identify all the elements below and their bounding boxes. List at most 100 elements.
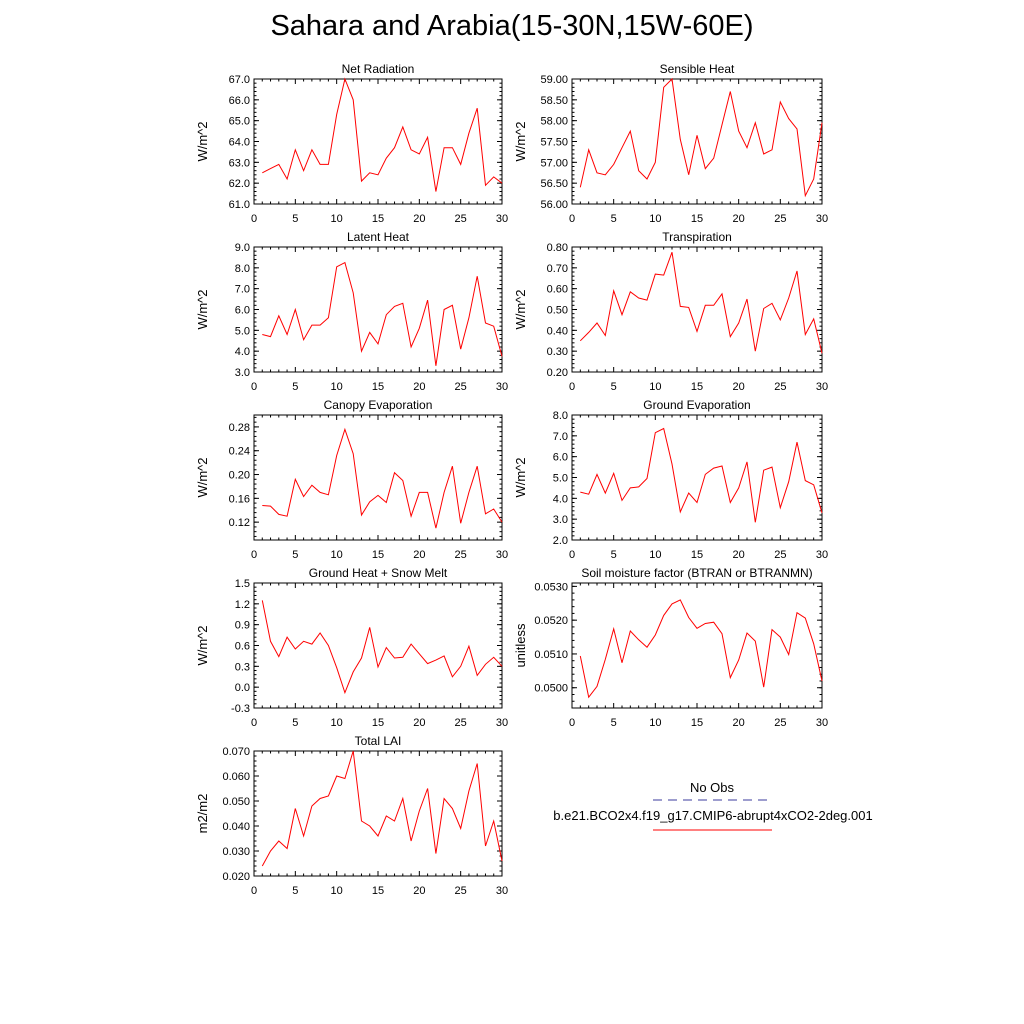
x-tick-label: 5 [611,717,617,729]
panel-net-radiation: Net Radiation W/m^2 0 5 10 15 20 25 30 61.0 62.0 63… [195,62,508,225]
plot-frame [253,582,503,709]
y-tick-label: -0.3 [231,703,250,715]
panel-title: Ground Heat + Snow Melt [309,566,448,580]
x-tick-label: 10 [649,717,661,729]
y-tick-label: 0.0 [235,682,250,694]
y-tick-label: 61.0 [229,199,250,211]
x-tick-label: 5 [292,885,298,897]
x-tick-label: 30 [496,885,508,897]
x-tick-label: 30 [496,717,508,729]
x-tick-label: 15 [372,717,384,729]
y-tick-label: 6.0 [553,452,568,464]
x-tick-label: 15 [691,213,703,225]
x-tick-label: 15 [372,549,384,561]
y-tick-label: 65.0 [229,116,250,128]
x-tick-label: 0 [251,549,257,561]
x-tick-label: 25 [455,885,467,897]
y-axis-label: W/m^2 [513,289,528,329]
x-tick-label: 5 [292,381,298,393]
x-tick-label: 25 [774,717,786,729]
y-tick-label: 0.16 [229,493,250,505]
panel-title: Ground Evaporation [643,398,750,412]
y-tick-label: 58.50 [540,95,568,107]
x-tick-label: 5 [611,549,617,561]
x-tick-label: 25 [455,549,467,561]
x-tick-label: 5 [292,213,298,225]
y-tick-label: 57.50 [540,137,568,149]
x-tick-label: 15 [372,885,384,897]
y-tick-label: 0.020 [222,871,250,883]
x-tick-label: 15 [691,549,703,561]
x-tick-label: 5 [292,549,298,561]
panels-group: Net Radiation W/m^2 0 5 10 15 20 25 30 61.0 62.0 63… [195,62,828,897]
y-axis-label: m2/m2 [195,794,210,834]
y-tick-label: 0.060 [222,771,250,783]
x-tick-label: 20 [413,717,425,729]
y-tick-label: 7.0 [235,284,250,296]
panel-title: Transpiration [662,230,732,244]
x-tick-label: 10 [649,549,661,561]
x-tick-label: 15 [691,717,703,729]
x-tick-label: 30 [816,717,828,729]
panel-ground-heat-snow-melt: Ground Heat + Snow Melt W/m^2 0 5 10 15 20 25 30… [195,566,508,729]
x-tick-label: 15 [691,381,703,393]
y-tick-label: 66.0 [229,95,250,107]
x-tick-label: 10 [331,885,343,897]
x-tick-label: 20 [413,213,425,225]
x-tick-label: 20 [733,381,745,393]
y-tick-label: 0.40 [547,325,568,337]
y-tick-label: 58.00 [540,116,568,128]
panel-title: Canopy Evaporation [324,398,433,412]
panel-title: Soil moisture factor (BTRAN or BTRANMN) [581,566,812,580]
y-tick-label: 62.0 [229,178,250,190]
panel-canopy-evaporation: Canopy Evaporation W/m^2 0 5 10 15 20 25 30 0.12 0… [195,398,508,561]
y-tick-label: 2.0 [553,535,568,547]
plot-frame [571,78,823,205]
y-tick-label: 59.00 [540,74,568,86]
x-tick-label: 20 [733,717,745,729]
series-line-ground-evaporation [580,427,823,523]
y-tick-label: 0.040 [222,821,250,833]
y-tick-label: 5.0 [553,473,568,485]
x-tick-label: 15 [372,381,384,393]
x-tick-label: 0 [251,717,257,729]
x-tick-label: 30 [816,381,828,393]
y-tick-label: 4.0 [235,346,250,358]
series-line-ground-heat-snow-melt [261,600,503,695]
x-tick-label: 0 [251,885,257,897]
y-tick-label: 56.00 [540,199,568,211]
x-tick-label: 20 [413,885,425,897]
x-tick-label: 10 [649,213,661,225]
x-tick-label: 20 [413,381,425,393]
x-tick-label: 10 [331,717,343,729]
x-tick-label: 0 [569,549,575,561]
plot-frame [253,750,503,877]
y-axis-label: W/m^2 [195,625,210,665]
x-tick-label: 0 [569,213,575,225]
x-tick-label: 0 [251,213,257,225]
panel-ground-evaporation: Ground Evaporation W/m^2 0 5 10 15 20 25 30 2.0 3.… [513,398,828,561]
legend-label-no-obs: No Obs [690,780,735,795]
x-tick-label: 5 [611,213,617,225]
plot-frame [253,414,503,541]
series-line-sensible-heat [579,77,823,198]
y-tick-label: 0.20 [229,470,250,482]
x-tick-label: 20 [413,549,425,561]
panel-total-lai: Total LAI m2/m2 0 5 10 15 20 25 30 0.020 0.030 0.04… [195,734,508,897]
panel-title: Net Radiation [342,62,415,76]
x-tick-label: 25 [774,549,786,561]
series-line-soil-moisture-factor-btran-or-btranmn [579,599,823,699]
y-tick-label: 56.50 [540,178,568,190]
y-tick-label: 0.030 [222,846,250,858]
series-line-total-lai [261,750,503,867]
y-tick-label: 0.050 [222,796,250,808]
x-tick-label: 25 [774,213,786,225]
x-tick-label: 30 [816,213,828,225]
x-tick-label: 25 [774,381,786,393]
series-line-transpiration [579,252,823,354]
y-tick-label: 0.070 [222,746,250,758]
y-axis-label: W/m^2 [513,121,528,161]
y-tick-label: 57.00 [540,157,568,169]
y-tick-label: 4.0 [553,493,568,505]
